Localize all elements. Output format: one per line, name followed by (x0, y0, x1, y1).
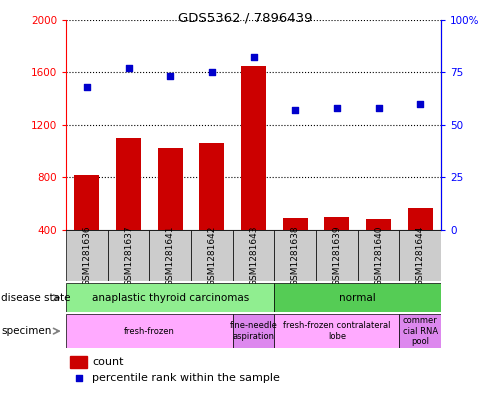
Bar (241, 66, 266, 230)
Bar (66, 314, 233, 348)
Text: GDS5362 / 7896439: GDS5362 / 7896439 (178, 12, 312, 25)
Bar (274, 314, 399, 348)
Text: GSM1281639: GSM1281639 (332, 225, 342, 286)
Point (208, 69, 216, 75)
Text: commer
cial RNA
pool: commer cial RNA pool (403, 316, 438, 346)
Point (291, 107, 299, 113)
Text: fresh-frozen: fresh-frozen (124, 327, 175, 336)
Text: GSM1281643: GSM1281643 (249, 225, 258, 286)
Point (83, 84, 91, 90)
Bar (149, 230, 191, 281)
Bar (108, 230, 149, 281)
Bar (366, 219, 391, 230)
Bar (66, 283, 274, 312)
Text: GSM1281637: GSM1281637 (124, 225, 133, 286)
Bar (316, 230, 358, 281)
Point (374, 105, 382, 111)
Text: GSM1281644: GSM1281644 (416, 225, 425, 286)
Bar (199, 143, 224, 230)
Point (333, 105, 341, 111)
Text: disease state: disease state (1, 293, 71, 303)
Bar (399, 314, 441, 348)
Point (124, 65, 132, 71)
Bar (358, 230, 399, 281)
Bar (399, 230, 441, 281)
Bar (74, 175, 99, 230)
Text: GSM1281636: GSM1281636 (82, 225, 92, 286)
Text: GSM1281638: GSM1281638 (291, 225, 300, 286)
Bar (233, 230, 274, 281)
Bar (324, 217, 349, 230)
Bar (274, 283, 441, 312)
Text: percentile rank within the sample: percentile rank within the sample (93, 373, 280, 383)
Point (74, 375, 82, 381)
Bar (158, 149, 183, 230)
Text: normal: normal (339, 293, 376, 303)
Bar (283, 218, 308, 230)
Point (166, 73, 174, 79)
Bar (66, 230, 108, 281)
Point (416, 101, 424, 107)
Text: fresh-frozen contralateral
lobe: fresh-frozen contralateral lobe (283, 321, 391, 341)
Bar (191, 230, 233, 281)
Text: count: count (93, 357, 124, 367)
Text: GSM1281641: GSM1281641 (166, 225, 175, 286)
Bar (70, 356, 87, 368)
Text: anaplastic thyroid carcinomas: anaplastic thyroid carcinomas (92, 293, 249, 303)
Bar (274, 230, 316, 281)
Point (249, 54, 258, 61)
Text: specimen: specimen (1, 326, 51, 336)
Bar (116, 138, 141, 230)
Text: GSM1281642: GSM1281642 (207, 225, 217, 286)
Bar (408, 208, 433, 230)
Text: GSM1281640: GSM1281640 (374, 225, 383, 286)
Bar (233, 314, 274, 348)
Text: fine-needle
aspiration: fine-needle aspiration (230, 321, 277, 341)
